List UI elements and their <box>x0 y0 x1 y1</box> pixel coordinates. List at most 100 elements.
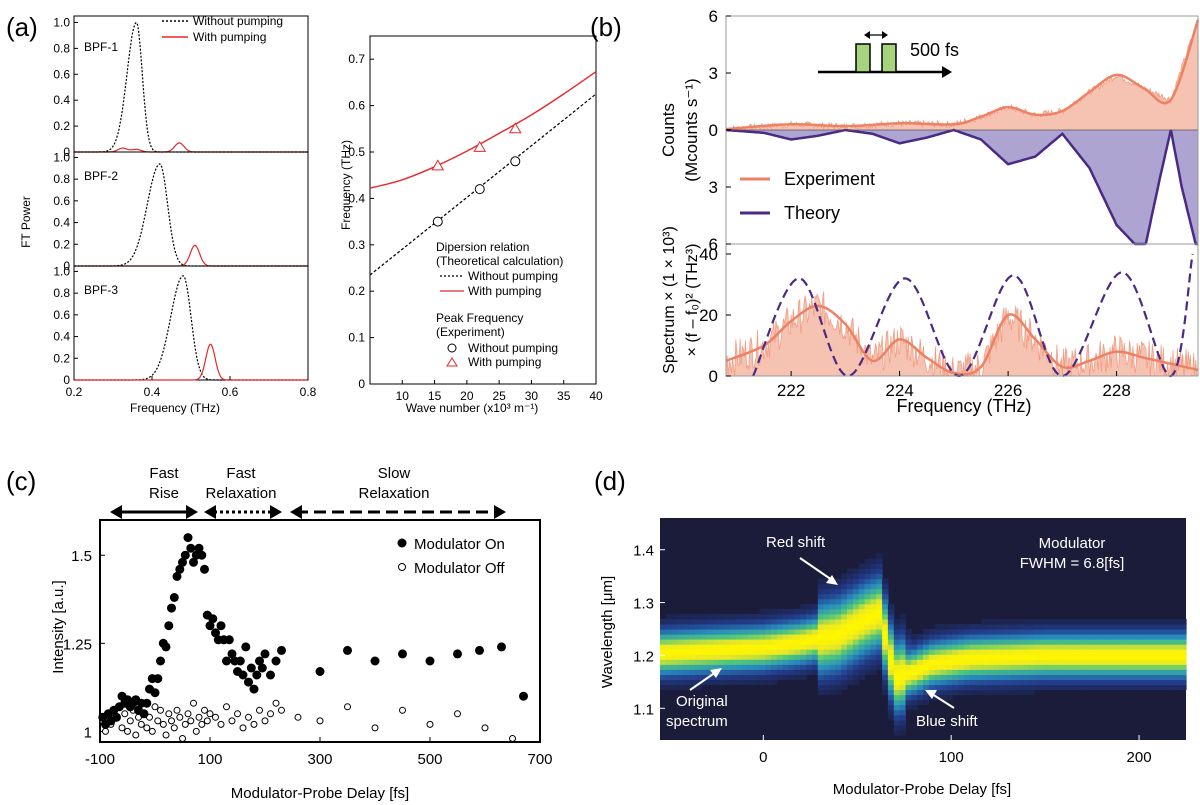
c-point-on <box>271 656 281 666</box>
a-right-ytick-label: 0.1 <box>348 331 365 345</box>
d-heatmap-cell <box>771 613 778 620</box>
d-heatmap-cell <box>730 613 737 620</box>
d-heatmap-cell <box>665 613 673 620</box>
d-heatmap-cell <box>700 669 708 675</box>
d-heatmap-cell <box>700 618 708 625</box>
b-inset-pulse-1 <box>855 43 871 73</box>
d-heatmap-cell <box>1039 684 1047 691</box>
d-heatmap-cell <box>677 624 684 630</box>
d-heatmap-cell <box>975 684 982 691</box>
panel-b-chart: Counts (Mcounts s⁻¹) Spectrum × (1 × 10³… <box>659 31 1032 416</box>
c-point-on <box>255 656 264 666</box>
d-heatmap-cell <box>1162 644 1169 650</box>
d-heatmap-cell <box>1034 654 1041 660</box>
d-heatmap-cell <box>917 679 924 686</box>
d-heatmap-cell <box>1063 639 1070 645</box>
c-point-off <box>256 706 263 714</box>
d-heatmap-cell <box>1127 634 1134 640</box>
d-heatmap-cell <box>893 719 901 726</box>
d-heatmap-cell <box>817 659 825 665</box>
d-heatmap-cell <box>759 654 766 660</box>
d-heatmap-cell <box>864 603 871 610</box>
a-right-legend-triangle-marker <box>446 357 458 367</box>
d-heatmap-cell <box>847 639 854 645</box>
d-heatmap-cell <box>1150 674 1158 680</box>
d-heatmap-cell <box>1051 634 1058 640</box>
d-heatmap-cell <box>718 629 725 635</box>
d-heatmap-cell <box>963 639 971 645</box>
d-heatmap-cell <box>800 659 807 665</box>
c-annotation-fast-relax-2: Relaxation <box>206 485 277 502</box>
d-heatmap-cell <box>1104 654 1111 660</box>
d-heatmap-cell <box>817 629 825 635</box>
d-heatmap-cell <box>940 629 947 635</box>
d-heatmap-cell <box>969 634 977 640</box>
d-heatmap-cell <box>823 578 830 585</box>
c-point-off <box>165 710 173 718</box>
d-heatmap-cell <box>812 608 819 615</box>
d-heatmap-cell <box>788 664 795 670</box>
c-fast-relax-arrowheads-icon <box>204 505 282 519</box>
d-heatmap-cell <box>999 689 1006 696</box>
d-heatmap-cell <box>1010 618 1018 625</box>
c-point-off <box>179 735 186 742</box>
d-heatmap-cell <box>858 593 866 600</box>
d-heatmap-cell <box>1010 659 1018 665</box>
d-heatmap-cell <box>1045 634 1053 640</box>
a-left-series-with-pumping <box>74 142 308 153</box>
d-heatmap-cell <box>1110 629 1117 635</box>
d-heatmap-cell <box>940 644 947 650</box>
c-point-off <box>267 710 274 718</box>
d-heatmap-cell <box>981 684 988 691</box>
d-heatmap-cell <box>934 659 942 665</box>
d-heatmap-cell <box>695 674 702 680</box>
d-heatmap-cell <box>1075 629 1082 635</box>
d-heatmap-cell <box>1150 618 1158 625</box>
d-heatmap-cell <box>794 654 801 660</box>
d-heatmap-cell <box>800 634 807 640</box>
d-heatmap-cell <box>1063 618 1070 625</box>
d-ytick-label: 1.3 <box>633 596 654 613</box>
d-heatmap-cell <box>689 669 696 675</box>
c-point-on <box>169 593 179 602</box>
d-heatmap-cell <box>1139 639 1146 645</box>
d-heatmap-cell <box>794 634 801 640</box>
d-heatmap-cell <box>882 603 889 610</box>
d-heatmap-cell <box>677 659 684 665</box>
d-heatmap-cell <box>858 578 866 585</box>
d-heatmap-cell <box>1121 659 1129 665</box>
a-right-frame <box>369 35 597 385</box>
d-heatmap-cell <box>858 588 866 595</box>
d-heatmap-cell <box>864 618 871 625</box>
d-heatmap-cell <box>695 644 702 650</box>
d-heatmap-cell <box>747 654 755 660</box>
d-heatmap-cell <box>1104 674 1111 680</box>
c-legend-off: Modulator Off <box>414 560 505 577</box>
d-heatmap-cell <box>1174 618 1181 625</box>
d-heatmap-cell <box>1180 629 1187 635</box>
d-heatmap-cell <box>1092 639 1099 645</box>
d-heatmap-cell <box>1098 664 1105 670</box>
d-heatmap-cell <box>823 654 830 660</box>
b-inset-pulse-2 <box>881 43 897 73</box>
d-heatmap-cell <box>893 684 901 691</box>
a-left-ytick-label: 0.4 <box>53 216 70 230</box>
d-heatmap-cell <box>1057 674 1064 680</box>
d-heatmap-cell <box>1104 624 1111 630</box>
d-heatmap-cell <box>776 654 784 660</box>
d-heatmap-cell <box>730 664 737 670</box>
d-heatmap-cell <box>975 629 982 635</box>
d-heatmap-cell <box>1110 674 1117 680</box>
d-heatmap-cell <box>847 669 854 675</box>
d-heatmap-cell <box>940 654 947 660</box>
d-heatmap-cell <box>917 664 924 670</box>
a-right-exp-triangle-point <box>508 122 522 134</box>
d-heatmap-cell <box>999 644 1006 650</box>
d-heatmap-cell <box>724 674 731 680</box>
d-heatmap-cell <box>975 674 982 680</box>
d-heatmap-cell <box>759 674 766 680</box>
d-heatmap-cell <box>952 624 959 630</box>
a-right-legend-theory-with: With pumping <box>468 284 541 298</box>
b-xtick-label: 228 <box>1102 381 1130 400</box>
d-heatmap-cell <box>718 664 725 670</box>
